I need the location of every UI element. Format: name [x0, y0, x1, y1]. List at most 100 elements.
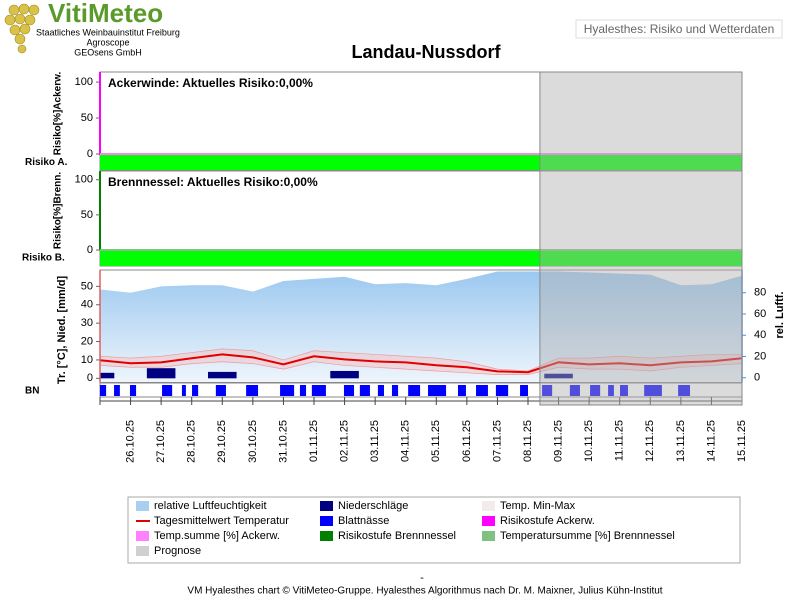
- panel-title: Ackerwinde: Aktuelles Risiko:0,00%: [108, 76, 313, 90]
- x-tick-label: 15.11.25: [736, 420, 748, 462]
- x-tick-label: 13.11.25: [675, 420, 687, 462]
- temp-range-band: [100, 348, 742, 375]
- y-axis-label: Risiko[%]Ackerw.: [53, 72, 64, 156]
- y-tick-label: 0: [87, 372, 93, 384]
- legend-swatch: [320, 501, 333, 511]
- leaf-wetness-bar: [192, 385, 199, 396]
- legend-swatch: [320, 531, 333, 541]
- legend-box: [127, 496, 741, 564]
- precipitation-bar: [100, 372, 115, 379]
- leaf-wetness-bar: [343, 385, 355, 396]
- y2-tick-label: 40: [754, 329, 766, 341]
- precipitation-bar: [330, 370, 359, 379]
- leaf-wetness-bar: [299, 385, 307, 396]
- org: GEOsens GmbH: [74, 47, 142, 57]
- y2-tick-label: 60: [754, 308, 766, 320]
- y-tick-label: 0: [87, 244, 93, 256]
- x-tick-label: 12.11.25: [644, 420, 656, 462]
- precipitation-bar: [544, 373, 573, 379]
- row-label: Risiko A.: [25, 157, 68, 168]
- legend-label: Risikostufe Ackerw.: [500, 515, 595, 527]
- leaf-wetness-bar: [569, 385, 580, 396]
- leaf-wetness-bar: [215, 385, 226, 396]
- row-label: Risiko B.: [22, 253, 65, 264]
- org: Agroscope: [86, 37, 129, 47]
- footer: VM Hyalesthes chart © VitiMeteo-Gruppe. …: [187, 586, 662, 597]
- risk-band: [100, 155, 742, 170]
- y-tick-label: 30: [81, 317, 93, 329]
- precipitation-bar: [208, 371, 237, 379]
- x-tick-label: 03.11.25: [369, 420, 381, 462]
- leaf-wetness-bar: [590, 385, 601, 396]
- x-tick-label: 09.11.25: [552, 420, 564, 462]
- x-tick-label: 10.11.25: [583, 420, 595, 462]
- footer-dash: -: [420, 572, 424, 584]
- leaf-wetness-bar: [162, 385, 173, 396]
- y-tick-label: 100: [75, 76, 93, 88]
- plot-area: [100, 271, 742, 382]
- risk-band: [100, 250, 742, 266]
- y-tick-label: 50: [81, 209, 93, 221]
- logo: VitiMeteo: [48, 0, 163, 28]
- page-button[interactable]: [575, 19, 783, 39]
- y2-tick-label: 80: [754, 287, 766, 299]
- x-tick-label: 29.10.25: [216, 420, 228, 463]
- leaf-wetness-bar: [428, 385, 447, 396]
- leaf-wetness-bar: [181, 385, 186, 396]
- y-tick-label: 100: [75, 174, 93, 186]
- legend-swatch: [136, 546, 149, 556]
- leaf-wetness-bar: [246, 385, 259, 396]
- chart-title: Landau-Nussdorf: [351, 42, 501, 62]
- x-tick-label: 05.11.25: [430, 420, 442, 462]
- x-tick-label: 14.11.25: [705, 420, 717, 462]
- x-tick-label: 31.10.25: [277, 420, 289, 463]
- legend-swatch: [136, 501, 149, 511]
- leaf-wetness-bar: [377, 385, 385, 396]
- legend-label: Blattnässe: [338, 515, 389, 527]
- leaf-wetness-bar: [129, 385, 137, 396]
- y-tick-label: 20: [81, 335, 93, 347]
- org: Staatliches Weinbauinstitut Freiburg: [36, 27, 180, 37]
- legend-label: Temperatursumme [%] Brennnessel: [500, 530, 675, 542]
- legend-label: relative Luftfeuchtigkeit: [154, 500, 267, 512]
- leaf-wetness-bar: [359, 385, 370, 396]
- legend-label: Temp.summe [%] Ackerw.: [154, 530, 280, 542]
- page-button-label[interactable]: Hyalesthes: Risiko und Wetterdaten: [584, 22, 775, 36]
- y2-tick-label: 0: [754, 372, 760, 384]
- leaf-wetness-bar: [100, 385, 107, 396]
- leaf-wetness-bar: [608, 385, 614, 396]
- temp-mean-line: [100, 353, 742, 374]
- leaf-wetness-bar: [311, 385, 326, 396]
- x-tick-label: 11.11.25: [614, 420, 626, 461]
- legend-label: Niederschläge: [338, 500, 408, 512]
- x-tick-label: 06.11.25: [461, 420, 473, 462]
- x-tick-label: 08.11.25: [522, 420, 534, 462]
- y-tick-label: 40: [81, 299, 93, 311]
- leaf-wetness-bar: [644, 385, 662, 396]
- legend-swatch: [482, 531, 495, 541]
- y-axis-label: Risiko[%]Brenn.: [53, 172, 64, 249]
- y2-tick-label: 20: [754, 350, 766, 362]
- x-tick-label: 02.11.25: [338, 420, 350, 462]
- y-tick-label: 10: [81, 354, 93, 366]
- legend-label: Risikostufe Brennnessel: [338, 530, 456, 542]
- precipitation-bar: [146, 368, 176, 379]
- x-tick-label: 01.11.25: [308, 420, 320, 462]
- leaf-wetness-bar: [520, 385, 528, 396]
- x-tick-label: 04.11.25: [400, 420, 412, 462]
- y-tick-label: 50: [81, 112, 93, 124]
- y-tick-label: 0: [87, 148, 93, 160]
- y2-axis-label: rel. Luftf.: [774, 291, 786, 338]
- leaf-wetness-bar: [280, 385, 295, 396]
- x-tick-label: 30.10.25: [247, 420, 259, 463]
- leaf-wetness-bar: [408, 385, 421, 396]
- leaf-wetness-bar: [620, 385, 628, 396]
- x-tick-label: 07.11.25: [491, 420, 503, 462]
- legend-swatch: [482, 501, 495, 511]
- legend-label: Tagesmittelwert Temperatur: [154, 515, 289, 527]
- legend-swatch: [136, 531, 149, 541]
- y-tick-label: 50: [81, 280, 93, 292]
- legend-swatch: [320, 516, 333, 526]
- forecast-overlay: [539, 71, 743, 406]
- leaf-wetness-bar: [391, 385, 399, 396]
